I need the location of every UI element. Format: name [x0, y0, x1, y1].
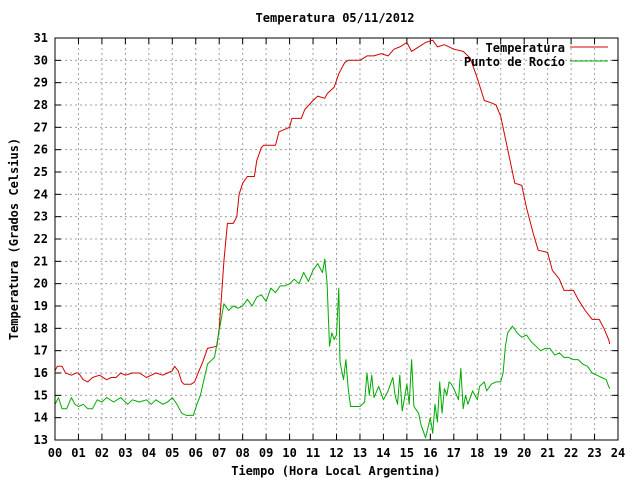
x-tick-label: 05	[165, 446, 179, 460]
legend: Temperatura Punto de Rocío	[464, 41, 608, 69]
y-tick-label: 26	[34, 143, 48, 157]
x-tick-label: 15	[400, 446, 414, 460]
x-tick-label: 13	[353, 446, 367, 460]
x-tick-label: 16	[423, 446, 437, 460]
y-tick-label: 14	[34, 411, 48, 425]
x-tick-label: 01	[71, 446, 85, 460]
x-tick-label: 08	[235, 446, 249, 460]
legend-label-temperatura: Temperatura	[486, 41, 565, 55]
x-tick-label: 19	[493, 446, 507, 460]
chart-title: Temperatura 05/11/2012	[256, 11, 415, 25]
x-axis-label: Tiempo (Hora Local Argentina)	[231, 464, 441, 478]
series-line-1	[54, 258, 611, 439]
x-tick-label: 06	[189, 446, 203, 460]
x-tick-label: 04	[142, 446, 156, 460]
y-tick-label: 24	[34, 187, 48, 201]
x-tick-label: 17	[447, 446, 461, 460]
y-tick-label: 31	[34, 31, 48, 45]
x-tick-label: 02	[95, 446, 109, 460]
x-tick-label: 22	[564, 446, 578, 460]
x-tick-label: 14	[376, 446, 390, 460]
x-tick-label: 24	[611, 446, 625, 460]
x-tick-label: 03	[118, 446, 132, 460]
y-tick-label: 13	[34, 433, 48, 447]
y-axis-label: Temperatura (Grados Celsius)	[7, 138, 21, 340]
y-tick-label: 25	[34, 165, 48, 179]
x-tick-label: 12	[329, 446, 343, 460]
x-tick-label: 11	[306, 446, 320, 460]
x-tick-label: 00	[48, 446, 62, 460]
y-tick-label: 21	[34, 254, 48, 268]
series-group	[54, 39, 611, 439]
plot-frame	[54, 37, 619, 441]
y-tick-label: 15	[34, 388, 48, 402]
y-tick-label: 23	[34, 210, 48, 224]
legend-label-punto-de-rocio: Punto de Rocío	[464, 55, 565, 69]
x-tick-label: 09	[259, 446, 273, 460]
y-tick-label: 16	[34, 366, 48, 380]
y-tick-label: 29	[34, 76, 48, 90]
y-tick-label: 18	[34, 321, 48, 335]
y-tick-label: 20	[34, 277, 48, 291]
y-tick-label: 28	[34, 98, 48, 112]
x-tick-label: 21	[540, 446, 554, 460]
series-line-0	[54, 39, 611, 385]
y-tick-label: 17	[34, 344, 48, 358]
y-tick-label: 30	[34, 53, 48, 67]
x-tick-label: 07	[212, 446, 226, 460]
x-tick-label: 18	[470, 446, 484, 460]
y-tick-label: 22	[34, 232, 48, 246]
x-tick-label: 23	[587, 446, 601, 460]
axis-ticks: 00 01 02 03 04 05 06 07 08 09 10 11 12 13 14 15 16 17 18 19…	[34, 31, 626, 460]
x-tick-label: 20	[517, 446, 531, 460]
y-tick-label: 19	[34, 299, 48, 313]
y-tick-label: 27	[34, 120, 48, 134]
x-tick-label: 10	[282, 446, 296, 460]
